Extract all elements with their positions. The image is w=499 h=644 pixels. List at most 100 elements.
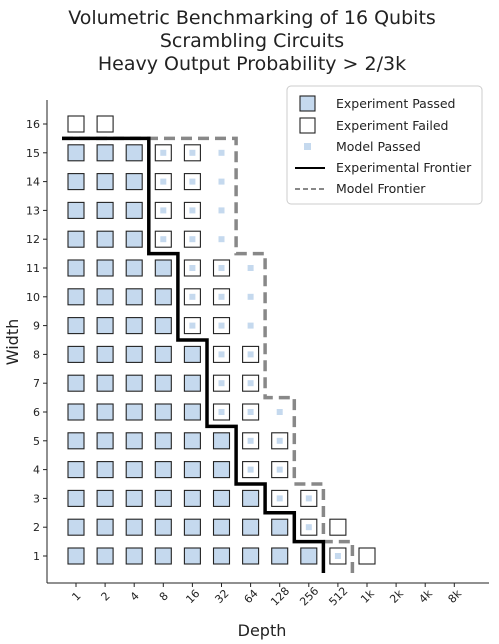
experiment-passed-marker <box>67 403 85 421</box>
y-tick-label: 16 <box>26 118 40 131</box>
chart-title: Volumetric Benchmarking of 16 Qubits Scr… <box>68 7 436 75</box>
experiment-passed-marker <box>96 173 114 191</box>
title-line-3: Heavy Output Probability > 2/3k <box>98 53 406 75</box>
y-tick-label: 11 <box>26 262 40 275</box>
experiment-passed-marker <box>183 432 201 450</box>
x-tick-label: 2 <box>99 589 113 603</box>
legend-label-model-passed: Model Passed <box>336 139 421 154</box>
model-passed-marker <box>218 351 225 358</box>
experiment-passed-marker <box>212 461 231 479</box>
model-passed-marker <box>160 207 167 214</box>
experiment-passed-marker <box>125 201 143 219</box>
x-tick-label: 4k <box>416 587 435 606</box>
experiment-passed-marker <box>212 489 231 507</box>
model-passed-marker <box>276 466 283 473</box>
model-passed-marker <box>305 524 312 531</box>
experiment-passed-marker <box>67 317 85 335</box>
experiment-passed-marker <box>154 374 172 392</box>
experiment-failed-marker <box>358 547 376 565</box>
y-tick-label: 10 <box>26 291 40 304</box>
experiment-passed-marker <box>96 230 114 248</box>
experiment-passed-marker <box>96 345 114 363</box>
model-passed-marker <box>218 149 225 156</box>
model-passed-marker <box>218 265 225 271</box>
model-passed-marker <box>218 178 225 185</box>
experiment-passed-marker <box>271 547 289 565</box>
y-tick-label: 15 <box>26 147 40 160</box>
model-passed-marker <box>218 207 225 214</box>
frontiers <box>62 136 355 573</box>
legend-label-model-frontier: Model Frontier <box>336 181 426 196</box>
model-passed-marker <box>160 178 167 185</box>
experiment-passed-marker <box>96 144 114 162</box>
experiment-passed-marker <box>154 432 172 450</box>
experiment-passed-marker <box>154 288 172 306</box>
y-tick-label: 12 <box>26 233 40 246</box>
experiment-passed-marker <box>96 432 114 450</box>
experiment-passed-marker <box>212 518 231 536</box>
x-tick-label: 512 <box>326 585 350 609</box>
legend-label-experiment-passed: Experiment Passed <box>336 96 455 111</box>
legend-marker-experiment-failed <box>299 117 316 134</box>
legend-label-experimental-frontier: Experimental Frontier <box>336 160 472 175</box>
y-tick-label: 4 <box>33 464 40 477</box>
experiment-passed-marker <box>125 432 143 450</box>
experiment-passed-marker <box>242 489 260 507</box>
x-tick-label: 2k <box>387 587 406 606</box>
y-tick-label: 7 <box>33 377 40 390</box>
model-passed-marker <box>189 207 196 214</box>
experiment-passed-marker <box>125 144 143 162</box>
experiment-passed-marker <box>67 432 85 450</box>
y-tick-label: 3 <box>33 492 40 505</box>
experiment-passed-marker <box>125 518 143 536</box>
experiment-passed-marker <box>96 259 114 277</box>
experiment-passed-marker <box>125 461 143 479</box>
x-tick-label: 8k <box>446 587 465 606</box>
experiment-passed-marker <box>154 489 172 507</box>
experiment-passed-marker <box>67 201 85 219</box>
model-passed-marker <box>276 495 283 502</box>
model-passed-marker <box>276 409 283 415</box>
x-tick-label: 16 <box>183 587 202 606</box>
model-frontier-line <box>62 136 355 573</box>
x-tick-label: 8 <box>157 589 171 603</box>
x-tick-label: 4 <box>128 589 142 603</box>
experiment-passed-marker <box>67 547 85 565</box>
experiment-passed-marker <box>125 547 143 565</box>
model-passed-marker <box>247 466 254 473</box>
experiment-passed-marker <box>154 317 172 335</box>
experiment-passed-marker <box>212 432 231 450</box>
experiment-passed-marker <box>125 345 143 363</box>
experiment-passed-marker <box>67 518 85 536</box>
experiment-passed-marker <box>67 173 85 191</box>
model-passed-marker <box>247 351 254 358</box>
experiment-passed-marker <box>67 345 85 363</box>
model-passed-marker <box>276 437 283 444</box>
model-passed-marker <box>247 265 254 271</box>
experiment-passed-marker <box>183 374 201 392</box>
experiment-passed-marker <box>96 288 114 306</box>
model-passed-marker <box>160 236 167 243</box>
model-passed-marker <box>189 178 196 185</box>
experiment-passed-marker <box>271 518 289 536</box>
model-passed-marker <box>189 149 196 156</box>
x-tick-label: 1 <box>69 589 83 603</box>
experiment-passed-marker <box>125 374 143 392</box>
experiment-passed-marker <box>67 374 85 392</box>
model-passed-marker <box>247 293 254 300</box>
experimental-frontier-line <box>62 136 326 573</box>
y-tick-label: 2 <box>33 521 40 534</box>
experiment-passed-marker <box>67 461 85 479</box>
experiment-passed-marker <box>67 259 85 277</box>
experiment-passed-marker <box>96 547 114 565</box>
experiment-passed-marker <box>96 518 114 536</box>
title-line-2: Scrambling Circuits <box>160 30 344 52</box>
experiment-passed-marker <box>125 489 143 507</box>
experiment-passed-marker <box>125 403 143 421</box>
experiment-passed-marker <box>96 403 114 421</box>
data-markers <box>67 115 376 565</box>
model-passed-marker <box>189 236 196 243</box>
x-ticks: 1 2 4 8 16 32 64 128 256 512 1k 2k 4k 8k <box>69 583 465 609</box>
